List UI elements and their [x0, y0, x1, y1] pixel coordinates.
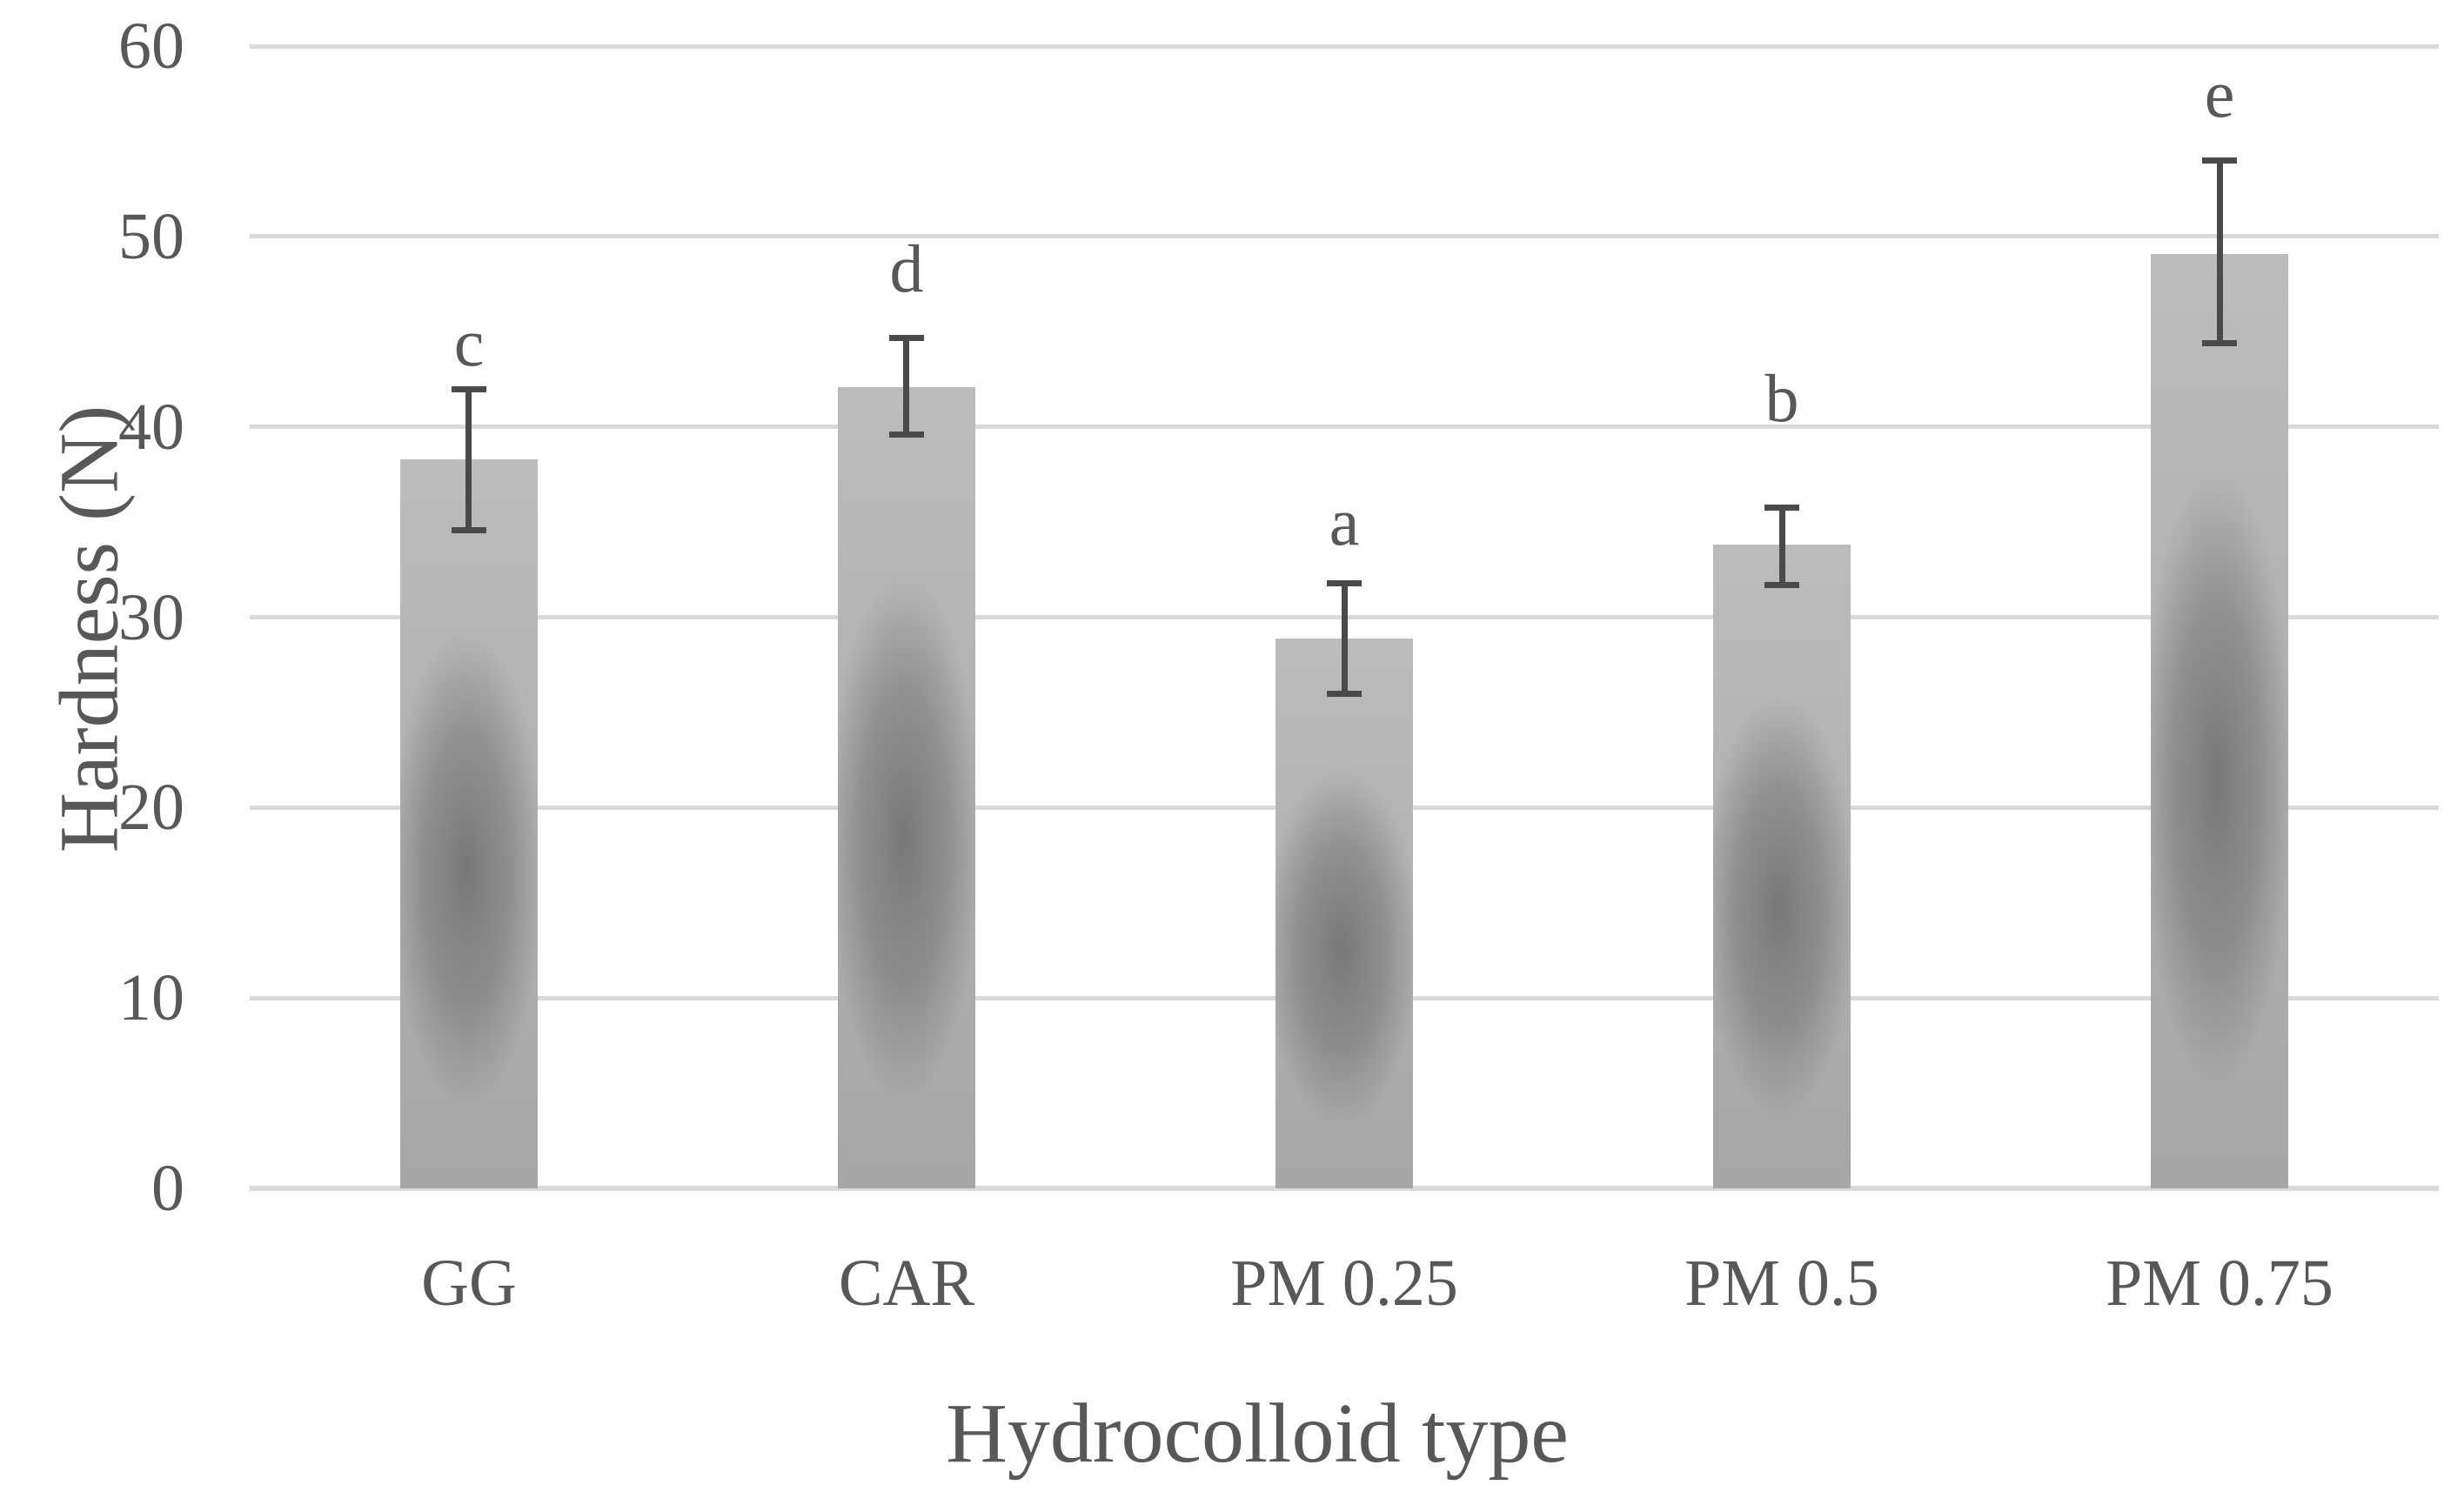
error-bar-line-gg	[465, 389, 472, 530]
error-bar-cap-top-pm-0-5	[1764, 505, 1799, 511]
bar-pm-0-75	[2151, 254, 2288, 1188]
y-tick-label-50: 50	[118, 200, 184, 273]
gridline-60	[250, 44, 2439, 49]
y-tick-label-60: 60	[118, 10, 184, 83]
error-bar-cap-bottom-pm-0-25	[1327, 691, 1362, 697]
gridline-40	[250, 425, 2439, 429]
x-axis-line	[250, 1186, 2439, 1191]
error-bar-line-pm-0-75	[2217, 160, 2223, 343]
error-bar-cap-bottom-car	[889, 431, 924, 438]
gridline-50	[250, 234, 2439, 238]
y-tick-label-10: 10	[118, 961, 184, 1034]
bar-car	[838, 387, 975, 1188]
y-tick-label-40: 40	[118, 391, 184, 464]
bar-gg	[400, 459, 538, 1188]
error-bar-cap-bottom-pm-0-5	[1764, 582, 1799, 588]
x-tick-label-pm-0-75: PM 0.75	[2106, 1247, 2333, 1320]
x-tick-label-pm-0-5: PM 0.5	[1684, 1247, 1879, 1320]
bar-pm-0-5	[1713, 545, 1851, 1188]
error-bar-line-pm-0-5	[1779, 507, 1785, 585]
error-bar-cap-bottom-pm-0-75	[2202, 340, 2237, 346]
significance-letter-gg: c	[453, 304, 485, 380]
x-tick-label-gg: GG	[421, 1247, 517, 1320]
y-tick-label-30: 30	[118, 581, 184, 654]
error-bar-cap-top-pm-0-25	[1327, 580, 1362, 586]
significance-letter-car: d	[889, 231, 924, 306]
error-bar-line-pm-0-25	[1342, 583, 1348, 693]
x-tick-label-car: CAR	[838, 1247, 975, 1320]
significance-letter-pm-0-5: b	[1764, 360, 1799, 436]
significance-letter-pm-0-75: e	[2204, 56, 2235, 131]
significance-letter-pm-0-25: a	[1329, 484, 1360, 559]
error-bar-cap-top-pm-0-75	[2202, 157, 2237, 164]
x-tick-label-pm-0-25: PM 0.25	[1230, 1247, 1458, 1320]
y-tick-label-20: 20	[118, 771, 184, 844]
bar-pm-0-25	[1276, 639, 1413, 1188]
x-axis-title: Hydrocolloid type	[946, 1387, 1569, 1481]
error-bar-cap-bottom-gg	[452, 527, 486, 533]
error-bar-line-car	[903, 338, 909, 435]
y-tick-label-0: 0	[151, 1152, 184, 1225]
error-bar-cap-top-gg	[452, 386, 486, 392]
error-bar-cap-top-car	[889, 335, 924, 341]
